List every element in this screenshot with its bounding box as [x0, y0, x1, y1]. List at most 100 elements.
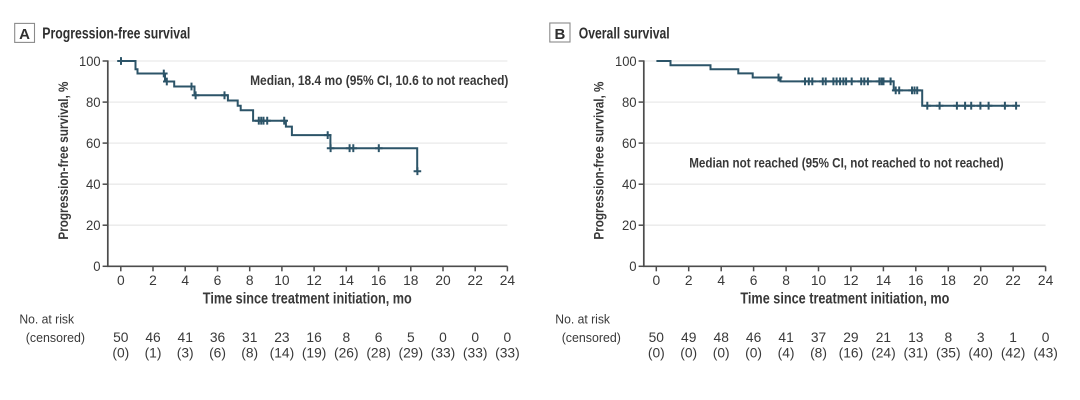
svg-text:16: 16 — [908, 273, 924, 288]
svg-text:20: 20 — [86, 218, 101, 233]
svg-text:0: 0 — [652, 273, 660, 288]
svg-text:36: 36 — [210, 330, 226, 345]
svg-text:40: 40 — [86, 177, 101, 192]
svg-text:40: 40 — [622, 177, 637, 192]
svg-text:(0): (0) — [680, 346, 697, 361]
svg-text:31: 31 — [242, 330, 257, 345]
svg-text:22: 22 — [1005, 273, 1020, 288]
svg-text:(16): (16) — [839, 346, 864, 361]
svg-text:(0): (0) — [745, 346, 762, 361]
svg-text:10: 10 — [811, 273, 827, 288]
svg-text:80: 80 — [622, 95, 637, 110]
svg-text:1: 1 — [1009, 330, 1017, 345]
svg-text:21: 21 — [876, 330, 891, 345]
svg-text:20: 20 — [973, 273, 989, 288]
svg-text:0: 0 — [117, 273, 125, 288]
svg-text:37: 37 — [811, 330, 826, 345]
svg-text:(6): (6) — [209, 346, 226, 361]
svg-text:No. at risk: No. at risk — [19, 311, 74, 326]
svg-text:24: 24 — [1038, 273, 1054, 288]
svg-text:6: 6 — [375, 330, 383, 345]
svg-text:A: A — [19, 26, 30, 43]
svg-text:8: 8 — [782, 273, 790, 288]
svg-text:46: 46 — [145, 330, 161, 345]
svg-text:60: 60 — [86, 136, 101, 151]
svg-text:Progression-free survival, %: Progression-free survival, % — [591, 81, 607, 239]
svg-text:Time since treatment initiatio: Time since treatment initiation, mo — [203, 290, 412, 307]
svg-text:(14): (14) — [270, 346, 295, 361]
svg-text:(29): (29) — [399, 346, 424, 361]
svg-text:14: 14 — [339, 273, 355, 288]
svg-text:0: 0 — [93, 259, 101, 274]
svg-text:(35): (35) — [936, 346, 961, 361]
svg-text:16: 16 — [306, 330, 322, 345]
svg-text:(33): (33) — [463, 346, 488, 361]
svg-text:0: 0 — [504, 330, 512, 345]
svg-text:Progression-free survival: Progression-free survival — [42, 26, 190, 43]
svg-text:23: 23 — [274, 330, 290, 345]
svg-text:5: 5 — [407, 330, 415, 345]
svg-text:(33): (33) — [495, 346, 520, 361]
svg-text:(0): (0) — [713, 346, 730, 361]
svg-text:18: 18 — [403, 273, 419, 288]
svg-text:(censored): (censored) — [26, 330, 85, 345]
svg-text:6: 6 — [750, 273, 758, 288]
svg-text:29: 29 — [843, 330, 859, 345]
svg-text:14: 14 — [876, 273, 892, 288]
svg-text:(19): (19) — [302, 346, 327, 361]
svg-text:(24): (24) — [871, 346, 896, 361]
svg-text:48: 48 — [714, 330, 730, 345]
svg-text:(40): (40) — [968, 346, 993, 361]
svg-text:41: 41 — [178, 330, 193, 345]
svg-text:B: B — [554, 26, 565, 43]
svg-text:Median, 18.4 mo (95% CI, 10.6: Median, 18.4 mo (95% CI, 10.6 to not rea… — [250, 73, 508, 88]
svg-text:13: 13 — [908, 330, 924, 345]
svg-text:60: 60 — [622, 136, 637, 151]
svg-text:12: 12 — [306, 273, 321, 288]
svg-text:49: 49 — [681, 330, 697, 345]
svg-text:16: 16 — [371, 273, 387, 288]
svg-text:(0): (0) — [112, 346, 129, 361]
svg-text:50: 50 — [649, 330, 665, 345]
svg-text:0: 0 — [439, 330, 447, 345]
svg-text:4: 4 — [717, 273, 725, 288]
svg-text:(0): (0) — [648, 346, 665, 361]
svg-text:(28): (28) — [366, 346, 391, 361]
svg-text:(censored): (censored) — [562, 330, 621, 345]
svg-text:100: 100 — [615, 54, 637, 69]
svg-text:8: 8 — [944, 330, 952, 345]
svg-text:12: 12 — [843, 273, 858, 288]
svg-text:100: 100 — [79, 54, 101, 69]
svg-text:50: 50 — [113, 330, 129, 345]
svg-text:(43): (43) — [1033, 346, 1058, 361]
svg-text:0: 0 — [629, 259, 637, 274]
svg-text:0: 0 — [471, 330, 479, 345]
svg-text:8: 8 — [342, 330, 350, 345]
svg-text:80: 80 — [86, 95, 101, 110]
svg-text:6: 6 — [214, 273, 222, 288]
svg-text:24: 24 — [500, 273, 516, 288]
svg-text:3: 3 — [977, 330, 985, 345]
svg-text:4: 4 — [181, 273, 189, 288]
svg-text:(42): (42) — [1001, 346, 1026, 361]
svg-text:Overall survival: Overall survival — [579, 26, 670, 43]
svg-text:18: 18 — [941, 273, 957, 288]
svg-text:0: 0 — [1042, 330, 1050, 345]
svg-text:20: 20 — [435, 273, 451, 288]
svg-text:20: 20 — [622, 218, 637, 233]
svg-text:(26): (26) — [334, 346, 359, 361]
svg-text:2: 2 — [149, 273, 157, 288]
svg-text:(31): (31) — [904, 346, 929, 361]
svg-text:Time since treatment initiatio: Time since treatment initiation, mo — [740, 290, 949, 307]
svg-text:(1): (1) — [145, 346, 162, 361]
svg-text:41: 41 — [778, 330, 793, 345]
svg-text:(4): (4) — [778, 346, 795, 361]
svg-text:No. at risk: No. at risk — [555, 311, 610, 326]
svg-text:(3): (3) — [177, 346, 194, 361]
svg-text:8: 8 — [246, 273, 254, 288]
svg-text:Progression-free survival, %: Progression-free survival, % — [55, 81, 71, 239]
svg-text:(8): (8) — [241, 346, 258, 361]
svg-text:10: 10 — [274, 273, 290, 288]
svg-text:(33): (33) — [431, 346, 456, 361]
svg-text:(8): (8) — [810, 346, 827, 361]
